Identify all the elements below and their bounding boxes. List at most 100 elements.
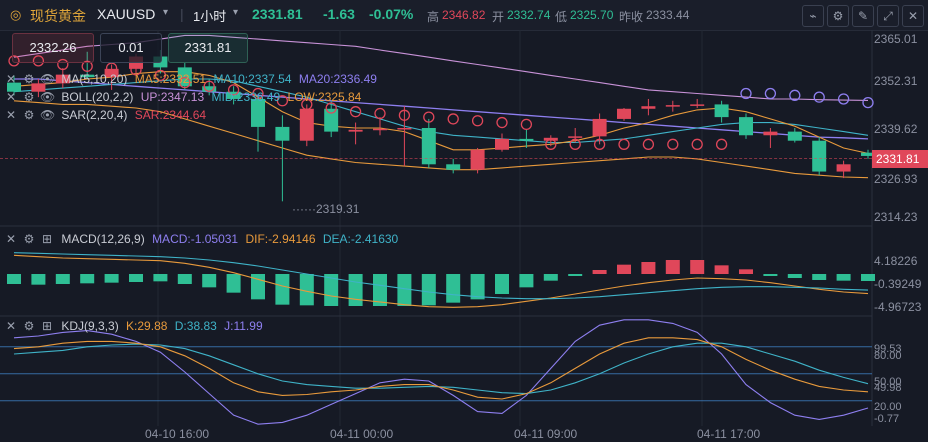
low-marker: ······2319.31 [292,202,360,216]
macd-legend: ✕ ⚙ ⊞ MACD(12,26,9) MACD:-1.05031 DIF:-2.9… [4,231,402,247]
remove-icon[interactable]: ✕ [5,108,17,122]
macd-value: MACD:-1.05031 [152,232,239,246]
prev-close-value: 2333.44 [646,8,690,22]
visibility-icon[interactable]: 👁 [40,108,56,122]
sar-value: SAR:2344.64 [134,108,207,122]
fullscreen-icon[interactable]: ⤢ [877,5,899,27]
remove-icon[interactable]: ✕ [5,319,17,333]
macd-axis-label: 4.18226 [874,254,918,268]
buy-price-button[interactable]: 2331.81 [168,33,248,63]
macd-histogram-bar [80,274,95,284]
settings-icon[interactable]: ⚙ [23,108,35,122]
sar-dot [496,116,508,129]
candle-body [592,118,607,137]
k-value: K:29.88 [126,319,168,333]
candle-body [617,108,631,119]
remove-icon[interactable]: ✕ [5,232,17,246]
candle-body [80,74,95,78]
sar-dot [374,107,386,120]
macd-axis-label: -0.39249 [874,277,922,291]
settings-icon[interactable]: ⚙ [23,90,35,104]
sar-dot [740,87,752,100]
boll-up-value: UP:2347.13 [140,90,205,104]
remove-icon[interactable]: ✕ [5,90,17,104]
macd-histogram-bar [299,274,314,306]
price-change: -1.63 [323,6,355,22]
settings-icon[interactable]: ⚙ [23,72,35,86]
ma20-value: MA20:2336.49 [298,72,377,86]
price-change-pct: -0.07% [369,6,414,22]
macd-histogram-bar [177,274,192,284]
macd-histogram-bar [861,274,875,281]
price-axis-label: 2314.23 [874,210,918,224]
macd-histogram-bar [397,274,412,306]
visibility-icon[interactable]: 👁 [40,72,56,86]
macd-histogram-bar [519,274,534,288]
high-label: 高 [427,10,440,24]
sar-dot [203,80,215,92]
macd-histogram-bar [714,265,729,274]
kdj-axis-label: -0.77 [874,413,900,425]
sar-name: SAR(2,20,4) [61,108,128,122]
macd-histogram-bar [129,274,143,282]
candle-body [202,86,217,92]
interval-dropdown-icon[interactable]: ▾ [233,7,239,18]
sar-dot [301,98,313,111]
macd-histogram-bar [763,274,778,276]
sar-dot [32,55,45,67]
settings-icon[interactable]: ⚙ [23,319,35,333]
kdj-axis-label: 99.53 [874,343,902,355]
ma10-line [13,78,869,144]
expand-icon[interactable]: ⊞ [41,232,53,246]
boll-name: BOLL(20,2,2) [61,90,134,104]
candle-body [446,164,461,170]
sell-price-button[interactable]: 2332.26 [12,33,94,63]
quantity-input[interactable]: 0.01 [100,33,162,63]
candle-body [495,138,509,150]
candle-body [373,128,387,131]
candle-body [836,164,851,172]
ma20-line [14,78,869,140]
price-axis-label: 2365.01 [874,32,918,46]
macd-histogram-bar [55,274,70,284]
low-marker-value: 2319.31 [315,202,360,216]
sar-dot [81,60,93,72]
buy-price: 2331.81 [184,40,232,55]
time-axis-label: 04-11 09:00 [514,427,578,441]
macd-histogram-bar [543,274,558,281]
symbol-name[interactable]: 现货黄金 [30,8,86,24]
macd-dea-line [13,252,869,300]
price-axis-label: 2339.62 [874,122,918,136]
last-price: 2331.81 [252,6,303,22]
indicator-settings-icon[interactable]: ⚙ [827,5,849,27]
candle-body [763,131,778,136]
gold-icon: ◎ [10,7,22,22]
symbol-dropdown-icon[interactable]: ▾ [163,7,169,18]
symbol-code[interactable]: XAUUSD [97,6,156,22]
expand-icon[interactable]: ⊞ [41,319,53,333]
candle-body [397,128,412,130]
macd-histogram-bar [739,269,753,274]
visibility-icon[interactable]: 👁 [40,90,56,104]
macd-histogram-bar [470,274,485,300]
kdj-axis-label: 50.00 [874,376,902,388]
macd-histogram-bar [592,270,607,274]
candle-body [324,108,339,132]
kdj-legend: ✕ ⚙ ⊞ KDJ(9,3,3) K:29.88 D:38.83 J:11.99 [4,318,267,334]
drawing-tools-icon[interactable]: ✎ [852,5,874,27]
remove-icon[interactable]: ✕ [5,72,17,86]
sar-dot [764,87,777,100]
macd-histogram-bar [275,274,290,305]
settings-icon[interactable]: ⚙ [23,232,35,246]
symbol-header-bar: ◎ 现货黄金 XAUUSD ▾ | 1小时 ▾ 2331.81 -1.63 -0… [0,0,928,31]
prev-close-label: 昨收 [619,10,644,24]
interval-selector[interactable]: 1小时 [193,9,227,24]
close-icon[interactable]: ✕ [902,5,924,27]
macd-histogram-bar [373,274,387,306]
boll-legend: ✕ ⚙ 👁 BOLL(20,2,2) UP:2347.13 MID:2336.49 … [4,89,365,105]
chart-type-icon[interactable]: ⌁ [802,5,824,27]
macd-histogram-bar [617,264,631,274]
kdj-name: KDJ(9,3,3) [61,319,119,333]
dea-value: DEA:-2.41630 [322,232,399,246]
sar-dot [105,62,118,74]
